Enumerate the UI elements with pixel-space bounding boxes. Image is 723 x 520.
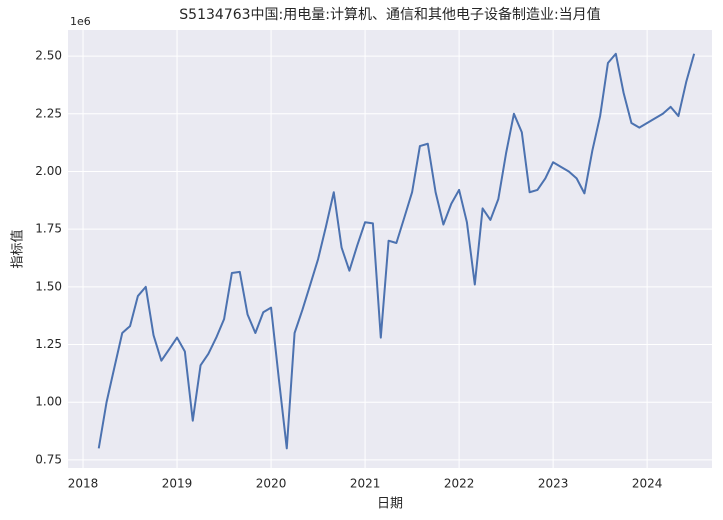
y-tick-label: 1.00 (35, 395, 62, 409)
y-tick-label: 1.25 (35, 337, 62, 351)
offset-label: 1e6 (70, 15, 91, 28)
x-tick-label: 2019 (162, 477, 193, 491)
x-tick-label: 2018 (68, 477, 99, 491)
line-series (97, 52, 696, 450)
x-tick-label: 2020 (256, 477, 287, 491)
plot-area (68, 30, 712, 468)
x-tick-label: 2023 (538, 477, 569, 491)
x-tick-label: 2022 (444, 477, 475, 491)
y-tick-label: 1.75 (35, 222, 62, 236)
y-tick-label: 2.50 (35, 49, 62, 63)
chart-title: S5134763中国:用电量:计算机、通信和其他电子设备制造业:当月值 (179, 6, 600, 23)
y-axis-label: 指标值 (10, 229, 26, 268)
y-tick-label: 2.00 (35, 164, 62, 178)
y-tick-label: 1.50 (35, 279, 62, 293)
x-axis-label: 日期 (377, 497, 403, 512)
y-tick-label: 0.75 (35, 452, 62, 466)
y-tick-label: 2.25 (35, 106, 62, 120)
x-tick-label: 2024 (632, 477, 663, 491)
x-tick-label: 2021 (350, 477, 381, 491)
